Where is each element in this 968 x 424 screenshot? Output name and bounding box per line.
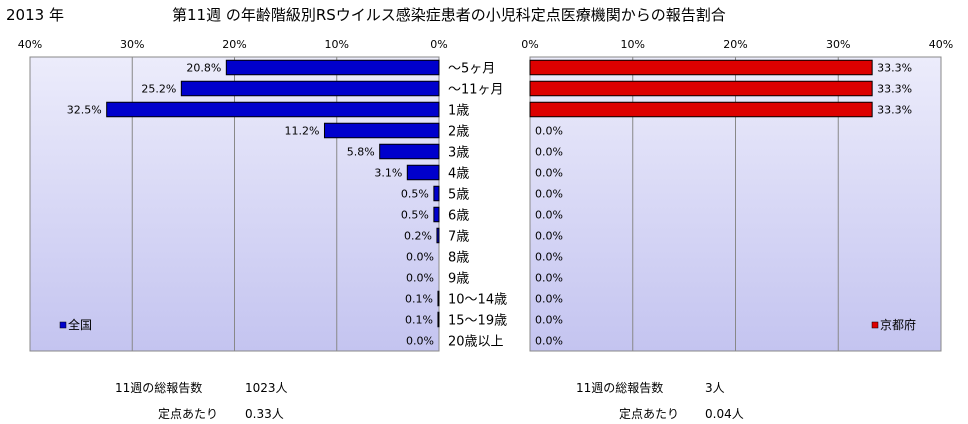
legend-label: 京都府 (880, 317, 916, 332)
category-label: 9歳 (448, 272, 469, 287)
kyoto-per-label: 定点あたり (619, 407, 680, 421)
data-label: 0.0% (535, 230, 563, 243)
data-label: 0.0% (406, 335, 434, 348)
legend-swatch (871, 321, 879, 329)
bar (437, 311, 440, 328)
data-label: 0.5% (401, 209, 429, 222)
data-label: 0.0% (535, 251, 563, 264)
year-label: 2013 年 (6, 6, 64, 24)
data-label: 3.1% (374, 167, 402, 180)
category-label: 5歳 (448, 188, 469, 203)
kyoto-total-value: 3人 (705, 381, 725, 395)
category-label: 7歳 (448, 230, 469, 245)
tick-label: 20% (222, 38, 246, 51)
data-label: 0.5% (401, 188, 429, 201)
data-label: 0.0% (406, 272, 434, 285)
data-label: 0.0% (535, 146, 563, 159)
tick-label: 30% (826, 38, 850, 51)
national-total-value: 1023人 (245, 381, 288, 395)
data-label: 0.0% (535, 272, 563, 285)
national-per-label: 定点あたり (158, 407, 219, 421)
tick-label: 30% (120, 38, 144, 51)
tick-label: 10% (325, 38, 349, 51)
data-label: 5.8% (347, 146, 375, 159)
national-total-label: 11週の総報告数 (115, 381, 203, 395)
data-label: 0.0% (535, 314, 563, 327)
data-label: 25.2% (141, 83, 176, 96)
category-label: 8歳 (448, 251, 469, 266)
data-label: 0.0% (535, 209, 563, 222)
data-label: 32.5% (67, 104, 102, 117)
data-label: 0.0% (535, 335, 563, 348)
data-label: 20.8% (186, 62, 221, 75)
category-label: 1歳 (448, 104, 469, 119)
bar (379, 143, 440, 160)
data-label: 0.0% (406, 251, 434, 264)
bar (529, 101, 873, 118)
kyoto-per-value: 0.04人 (705, 407, 744, 421)
tick-label: 40% (929, 38, 953, 51)
category-label: 15～19歳 (448, 314, 507, 329)
tick-label: 20% (723, 38, 747, 51)
category-label: 6歳 (448, 209, 469, 224)
bar (529, 59, 873, 76)
data-label: 0.0% (535, 293, 563, 306)
tick-label: 10% (621, 38, 645, 51)
category-label: 2歳 (448, 125, 469, 140)
data-label: 33.3% (877, 104, 912, 117)
bar (436, 227, 440, 244)
legend-swatch (59, 321, 67, 329)
bar (529, 80, 873, 97)
bar (180, 80, 440, 97)
data-label: 33.3% (877, 83, 912, 96)
tick-label: 0% (430, 38, 447, 51)
data-label: 11.2% (285, 125, 320, 138)
bar (433, 185, 440, 202)
national-per-value: 0.33人 (245, 407, 284, 421)
category-label: 3歳 (448, 146, 469, 161)
category-label: 4歳 (448, 167, 469, 182)
data-label: 33.3% (877, 62, 912, 75)
data-label: 0.0% (535, 167, 563, 180)
bar (106, 101, 440, 118)
bar (406, 164, 440, 181)
category-label: ～11ヶ月 (448, 83, 504, 98)
data-label: 0.2% (404, 230, 432, 243)
national-chart: 40% 30% 20% 10% 0% 20.8% ～5ヶ月 25.2% ～11ヶ月 32.5% 1歳… (18, 38, 507, 352)
data-label: 0.0% (535, 125, 563, 138)
bar (433, 206, 440, 223)
data-label: 0.1% (405, 293, 433, 306)
tick-label: 0% (521, 38, 538, 51)
category-label: ～5ヶ月 (448, 62, 495, 77)
bar (437, 290, 440, 307)
legend-label: 全国 (68, 317, 92, 332)
chart-title: 第11週 の年齢階級別RSウイルス感染症患者の小児科定点医療機関からの報告割合 (172, 6, 726, 24)
category-label: 10～14歳 (448, 293, 507, 308)
data-label: 0.0% (535, 188, 563, 201)
category-label: 20歳以上 (448, 335, 504, 350)
bar (225, 59, 440, 76)
bar (323, 122, 440, 139)
kyoto-total-label: 11週の総報告数 (576, 381, 664, 395)
tick-label: 40% (18, 38, 42, 51)
data-label: 0.1% (405, 314, 433, 327)
kyoto-chart: 0% 10% 20% 30% 40% 33.3% 33.3% 33.3% 0.0% 0.0% 0.0… (521, 38, 953, 352)
